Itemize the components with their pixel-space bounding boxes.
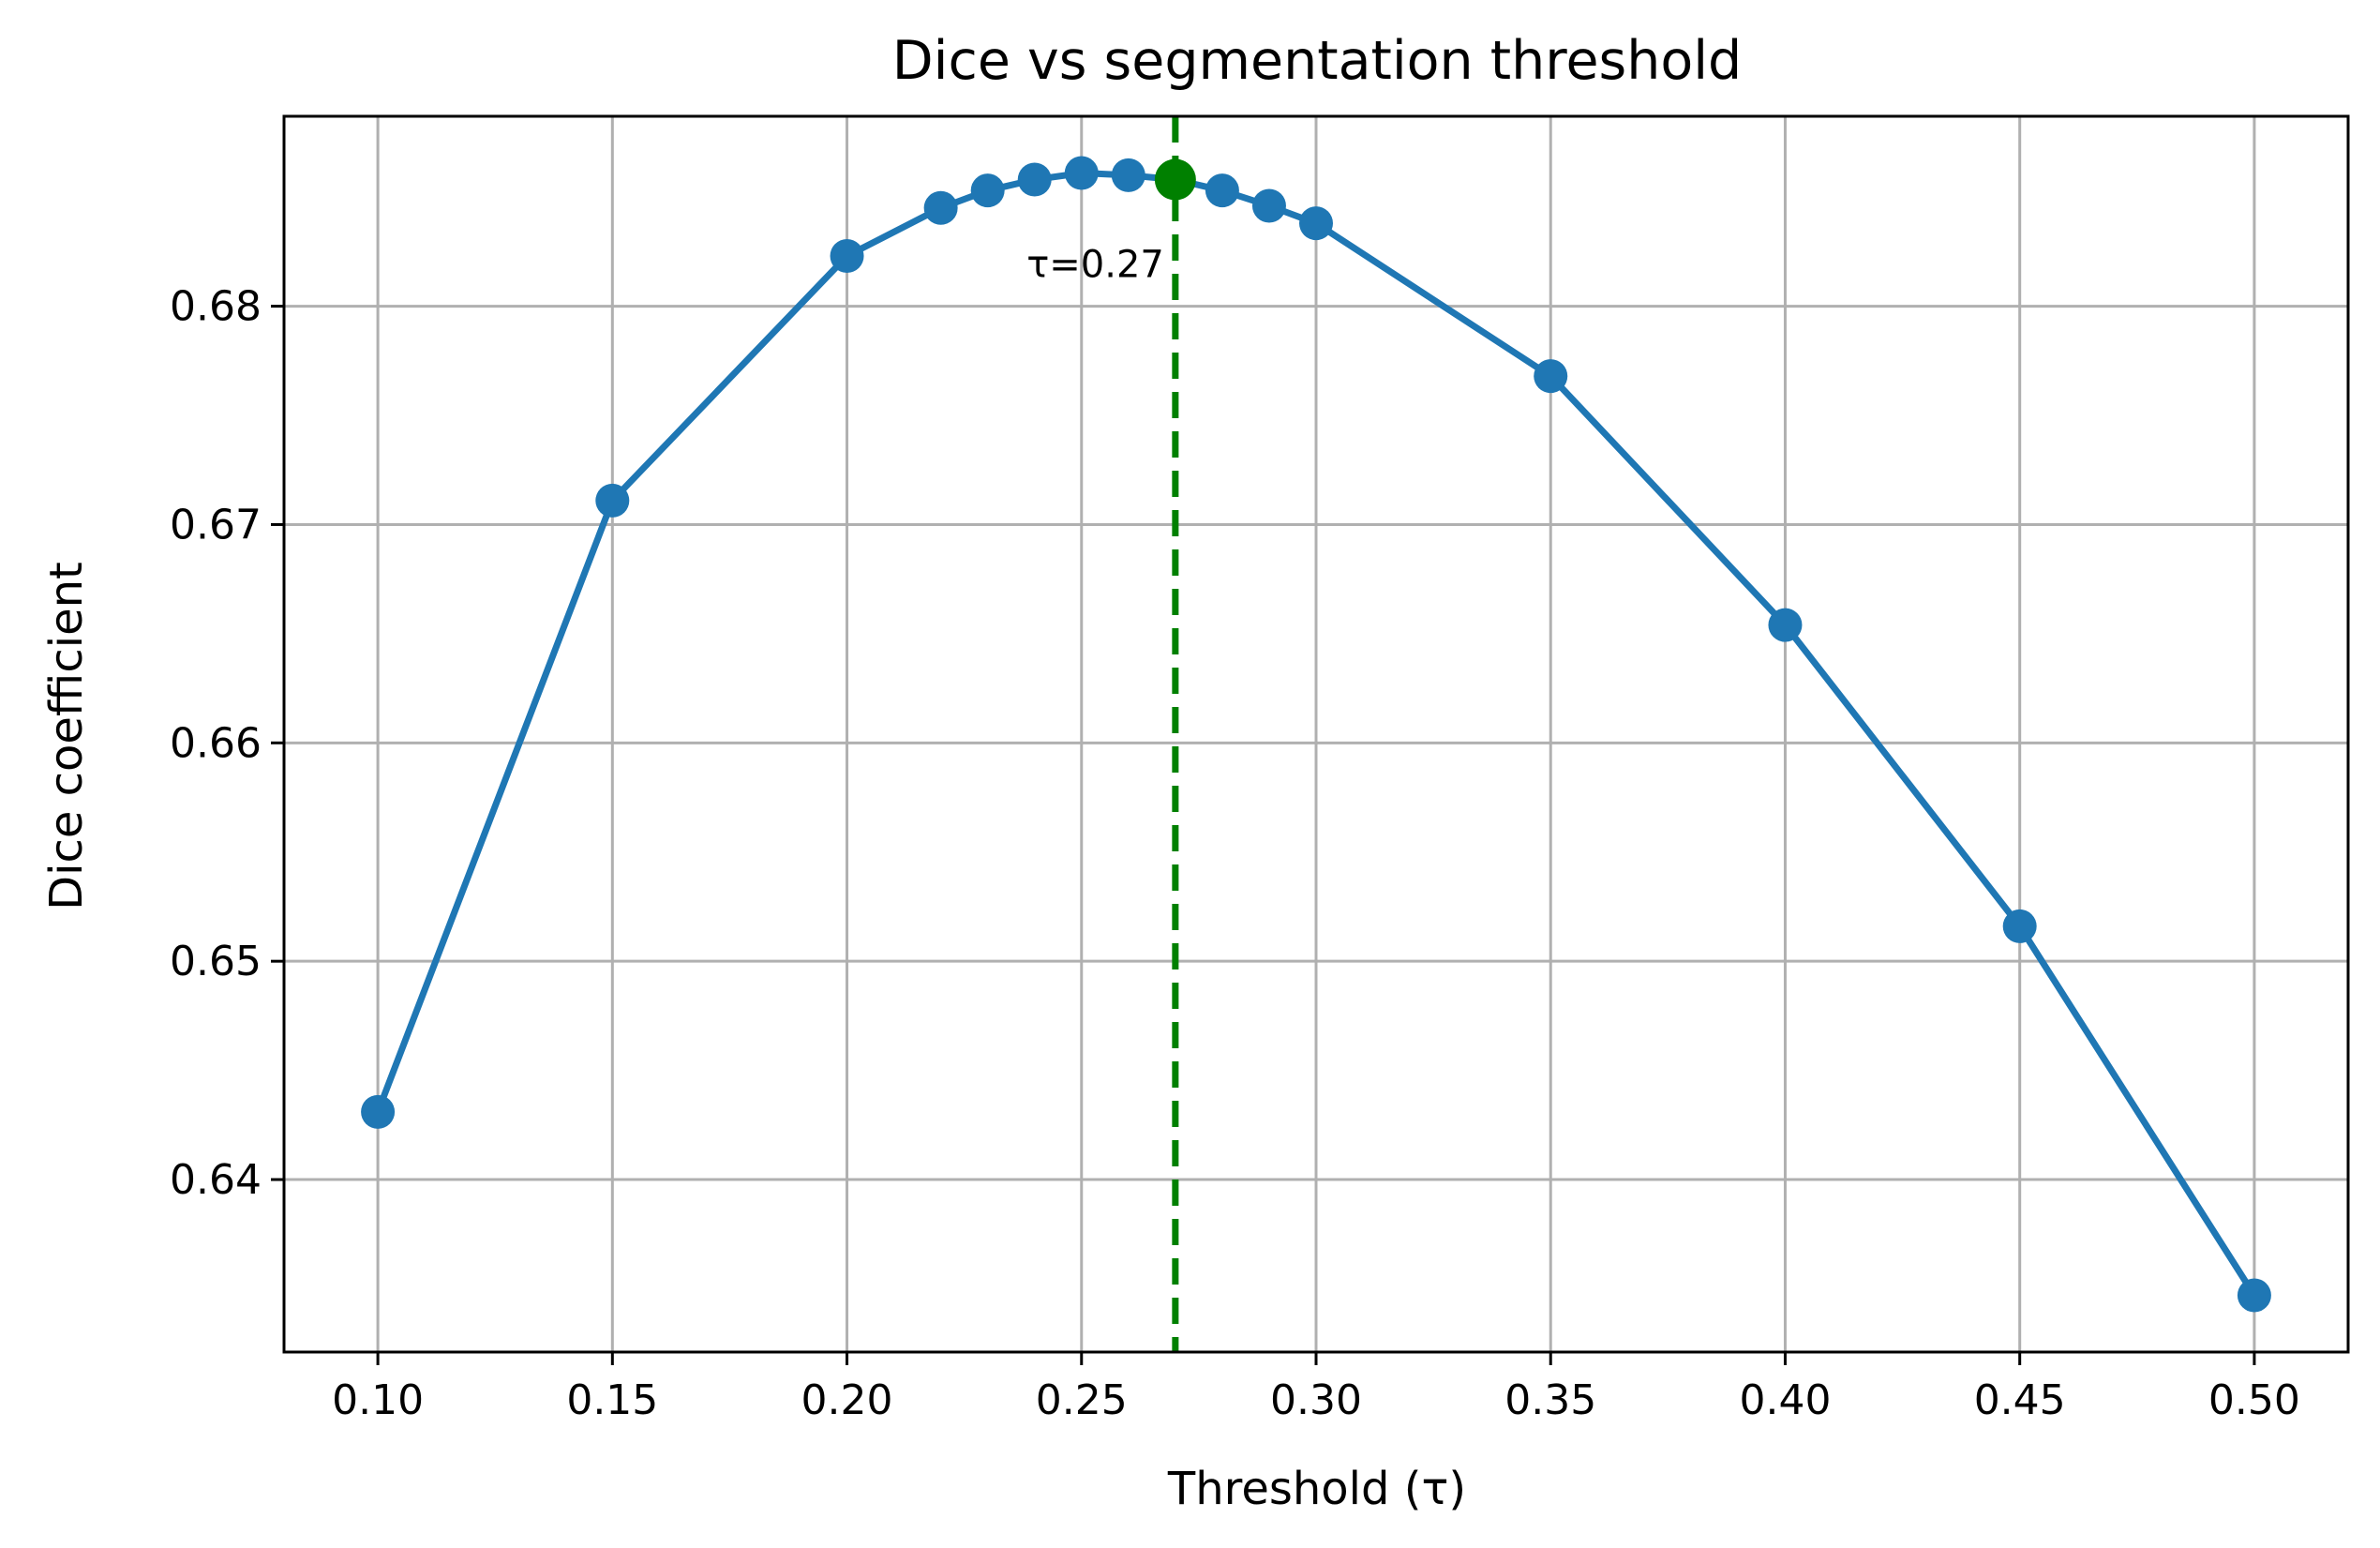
series-line: [374, 170, 2257, 1298]
data-point: [1768, 608, 1803, 642]
data-point: [595, 483, 630, 518]
x-tick-label: 0.40: [1739, 1376, 1831, 1424]
y-tick-label: 0.66: [170, 719, 262, 767]
x-ticks: 0.10 0.15 0.20 0.25 0.30 0.35 0.40 0.45 0.50: [332, 1352, 2300, 1424]
y-tick-label: 0.67: [170, 501, 262, 549]
y-tick-label: 0.64: [170, 1156, 262, 1204]
best-threshold-label: τ=0.27: [1026, 244, 1164, 287]
y-tick-label: 0.68: [170, 283, 262, 331]
data-point: [923, 190, 958, 225]
x-tick-label: 0.50: [2208, 1376, 2300, 1424]
x-tick-label: 0.15: [566, 1376, 658, 1424]
data-point: [1534, 359, 1568, 394]
data-point: [1251, 188, 1286, 223]
x-tick-label: 0.10: [332, 1376, 424, 1424]
y-tick-label: 0.65: [170, 938, 262, 985]
data-point: [1299, 206, 1333, 241]
best-point-marker: [1154, 158, 1196, 201]
data-point: [1064, 156, 1099, 190]
y-axis-label: Dice coefficient: [40, 562, 93, 910]
chart-title: Dice vs segmentation threshold: [892, 30, 1743, 92]
data-point: [2237, 1278, 2271, 1313]
data-point: [2002, 909, 2037, 943]
grid: [284, 116, 2348, 1352]
x-tick-label: 0.20: [801, 1376, 893, 1424]
x-tick-label: 0.45: [1974, 1376, 2066, 1424]
x-tick-label: 0.35: [1504, 1376, 1596, 1424]
best-point-layer: [1154, 158, 1196, 201]
x-tick-label: 0.30: [1270, 1376, 1362, 1424]
y-ticks: 0.64 0.65 0.66 0.67 0.68: [170, 283, 284, 1204]
data-point: [970, 173, 1005, 208]
data-point: [1205, 173, 1239, 208]
data-point: [1017, 162, 1052, 197]
x-tick-label: 0.25: [1036, 1376, 1128, 1424]
x-axis-label: Threshold (τ): [1167, 1463, 1466, 1515]
data-point: [1111, 158, 1145, 192]
data-point: [830, 239, 864, 274]
data-point: [361, 1094, 396, 1129]
